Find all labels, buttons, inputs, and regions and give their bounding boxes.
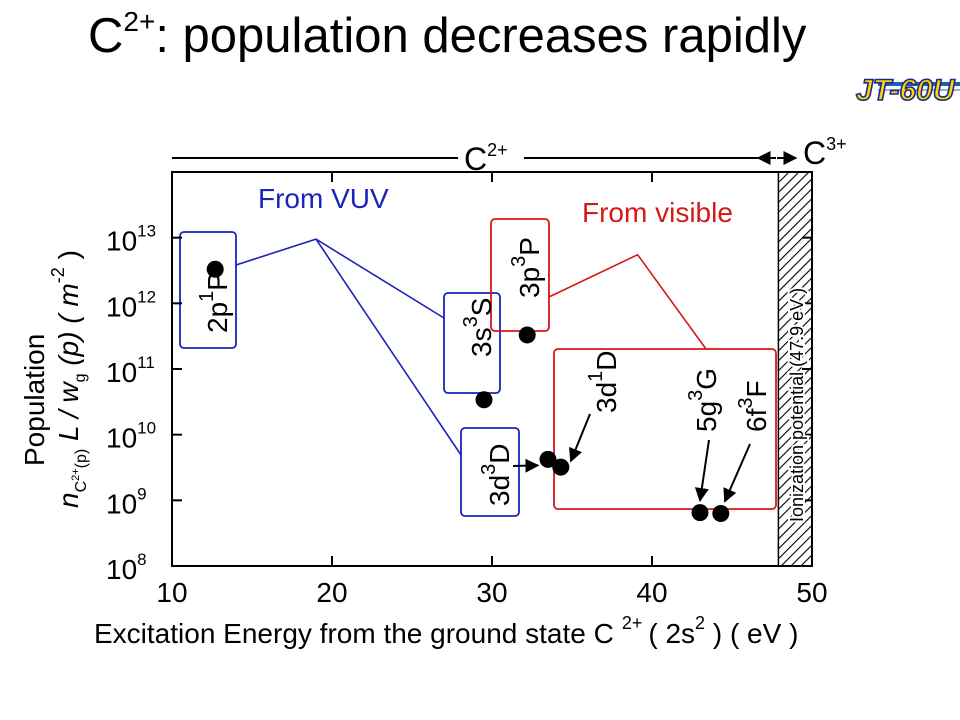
y-tick-label: 1010: [106, 419, 156, 454]
level-arrow: [569, 413, 591, 463]
ionization-label: Ionization potential (47.9 eV ): [787, 288, 807, 522]
level-arrow: [723, 443, 751, 503]
level-label: 6f3F: [735, 380, 772, 432]
level-label: 3s3S: [460, 298, 497, 357]
legend-from-vuv: From VUV: [258, 183, 389, 214]
box-3d3D: [460, 427, 520, 517]
level-arrow: [512, 458, 540, 473]
level-label: 3d1D: [585, 350, 622, 413]
x-tick-label: 30: [476, 577, 507, 608]
y-axis-title-line2: nC2+(p) L / wg (p) ( m-2 ): [48, 250, 90, 508]
ion-stage-left-label: C2+: [464, 140, 508, 177]
title-text: : population decreases rapidly: [155, 9, 807, 63]
level-label: 2p1P: [196, 272, 233, 333]
data-point: [518, 326, 536, 344]
data-point: [712, 505, 730, 523]
y-tick-label: 109: [106, 484, 147, 519]
x-tick-label: 20: [316, 577, 347, 608]
visible-connector: [548, 253, 707, 350]
data-point: [539, 450, 557, 468]
ion-stage-right-label: C3+: [803, 134, 847, 171]
logo: JT-60U: [855, 73, 960, 108]
data-point: [691, 504, 709, 522]
title-superscript: 2+: [123, 5, 156, 37]
y-tick-label: 1011: [106, 353, 155, 388]
level-arrow: [694, 439, 710, 503]
level-label: 3p3P: [508, 237, 545, 298]
box-3s3S: [443, 292, 501, 394]
box-high-levels: [553, 348, 777, 510]
level-label: 3d3D: [478, 443, 515, 506]
slide-title: C2+: population decreases rapidly: [88, 5, 807, 64]
y-axis-title-line1: Population: [19, 334, 50, 466]
data-point: [206, 260, 224, 278]
ion-stage-bar: C2+ C3+: [172, 134, 847, 177]
vuv-connector: [315, 238, 462, 456]
vuv-connector: [235, 238, 445, 319]
logo-text: JT-60U: [856, 74, 956, 107]
data-point: [552, 458, 570, 476]
box-2p1P: [179, 231, 237, 349]
title-base: C: [88, 9, 124, 63]
y-tick-label: 1013: [106, 222, 156, 257]
y-tick-label: 108: [106, 550, 147, 585]
x-tick-label: 40: [636, 577, 667, 608]
y-tick-label: 1012: [106, 287, 156, 322]
x-tick-label: 10: [156, 577, 187, 608]
x-tick-label: 50: [796, 577, 827, 608]
legend-from-visible: From visible: [582, 197, 733, 228]
level-label: 5g3G: [685, 368, 722, 432]
x-axis-title: Excitation Energy from the ground state …: [94, 613, 798, 649]
data-point: [475, 391, 493, 409]
